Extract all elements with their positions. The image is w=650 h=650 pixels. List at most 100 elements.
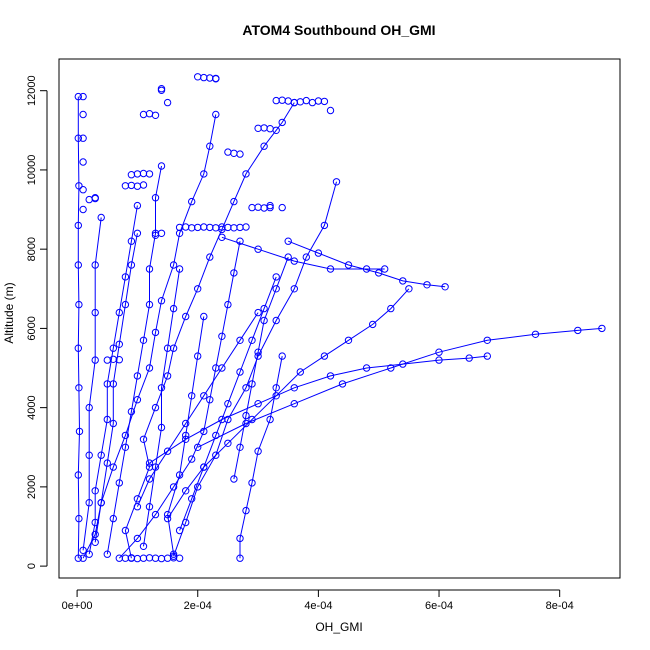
- series-16: [91, 229, 142, 546]
- series-2: [79, 110, 220, 562]
- data-point: [290, 285, 298, 293]
- data-point: [344, 336, 353, 344]
- series-20: [236, 352, 286, 562]
- data-point: [121, 300, 130, 309]
- data-point: [127, 261, 136, 269]
- data-point: [145, 475, 154, 483]
- series-line: [149, 355, 488, 464]
- x-axis: 0e+00 2e-04 4e-04 6e-04 8e-04: [62, 589, 574, 612]
- data-point: [91, 356, 99, 364]
- data-point: [127, 407, 136, 416]
- data-point: [218, 415, 226, 424]
- data-point: [248, 380, 256, 388]
- series-17: [79, 213, 105, 554]
- data-point: [230, 269, 238, 277]
- data-point: [121, 443, 130, 451]
- data-point: [236, 368, 244, 376]
- data-point: [278, 203, 286, 212]
- data-point: [188, 392, 196, 400]
- data-point: [242, 411, 250, 420]
- y-tick-label: 12000: [26, 75, 38, 106]
- data-point: [290, 384, 298, 392]
- data-point: [338, 380, 347, 388]
- data-point: [272, 273, 280, 281]
- data-point: [296, 368, 304, 376]
- y-axis: 0 2000 4000 6000 8000 10000 12000: [26, 75, 48, 569]
- data-point: [399, 360, 407, 368]
- data-point: [272, 392, 280, 400]
- data-point: [320, 97, 329, 106]
- data-point: [79, 205, 87, 214]
- data-point: [272, 316, 280, 325]
- data-point: [85, 550, 93, 558]
- data-point: [242, 506, 250, 515]
- data-point: [423, 281, 431, 289]
- series-line: [118, 241, 241, 559]
- y-tick-label: 8000: [26, 237, 38, 261]
- data-point: [194, 352, 202, 360]
- data-point: [182, 312, 190, 321]
- data-point: [139, 542, 148, 550]
- series-13: [230, 253, 292, 483]
- data-point: [248, 479, 256, 487]
- data-point: [326, 372, 335, 380]
- data-point: [151, 111, 160, 120]
- data-point: [91, 530, 99, 539]
- data-point: [79, 110, 87, 119]
- data-point: [254, 447, 262, 455]
- x-tick-label: 8e-04: [546, 600, 574, 612]
- data-point: [157, 229, 166, 238]
- data-point: [75, 427, 84, 436]
- data-point: [188, 495, 196, 503]
- data-point: [188, 455, 196, 463]
- data-point: [75, 384, 83, 392]
- data-point: [121, 273, 130, 281]
- series-line: [82, 114, 217, 559]
- data-point: [115, 356, 124, 364]
- series-line: [106, 165, 162, 555]
- data-point: [151, 510, 160, 519]
- data-point: [200, 392, 208, 400]
- data-point: [139, 435, 148, 443]
- data-point: [362, 364, 371, 372]
- data-point: [399, 277, 407, 285]
- data-point: [236, 336, 244, 344]
- data-point: [236, 534, 244, 543]
- data-point: [109, 380, 118, 388]
- data-point: [344, 261, 353, 269]
- data-point: [74, 554, 83, 562]
- data-point: [109, 463, 118, 471]
- data-point: [74, 344, 83, 352]
- data-point: [79, 554, 87, 562]
- data-point: [230, 197, 238, 206]
- data-point: [175, 471, 184, 479]
- data-point: [109, 419, 118, 428]
- series-line: [239, 356, 283, 559]
- series-layer: [74, 92, 606, 562]
- data-point: [236, 443, 244, 451]
- data-point: [212, 431, 220, 440]
- data-point: [74, 261, 83, 269]
- data-point: [206, 142, 214, 150]
- data-point: [290, 400, 298, 408]
- points-layer: [79, 73, 335, 563]
- series-line: [167, 288, 410, 519]
- data-point: [74, 92, 83, 101]
- data-point: [109, 344, 118, 352]
- y-tick-label: 6000: [26, 316, 38, 340]
- data-point: [109, 514, 118, 523]
- data-point: [188, 197, 196, 206]
- data-point: [157, 384, 166, 392]
- data-point: [157, 162, 166, 170]
- data-point: [375, 269, 383, 277]
- data-point: [157, 86, 166, 95]
- data-point: [278, 118, 286, 127]
- data-point: [483, 352, 491, 360]
- data-point: [151, 403, 160, 412]
- data-point: [465, 354, 473, 362]
- data-point: [163, 510, 172, 519]
- data-point: [242, 419, 250, 428]
- x-tick-label: 0e+00: [62, 600, 93, 612]
- series-line: [124, 102, 295, 559]
- data-point: [212, 451, 220, 459]
